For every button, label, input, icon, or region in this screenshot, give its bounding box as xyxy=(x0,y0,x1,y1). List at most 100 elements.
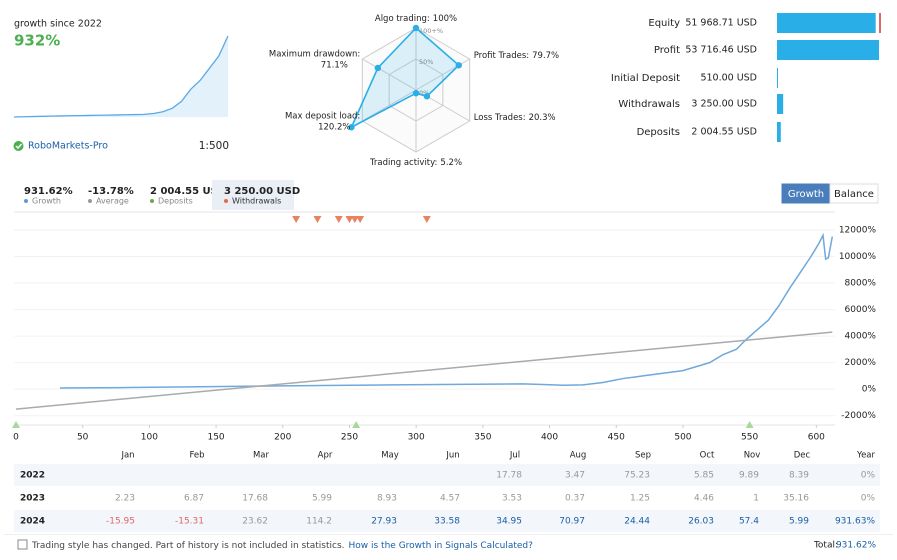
radar-label: Algo trading: 100% xyxy=(375,14,457,24)
deposit-marker xyxy=(352,421,361,428)
verified-check xyxy=(15,143,23,150)
tab-dot xyxy=(88,199,92,203)
radar-ring-label: 50% xyxy=(419,58,433,66)
table-year: 2024 xyxy=(20,517,45,527)
table-cell: 5.85 xyxy=(694,471,714,481)
tab-name[interactable]: Growth xyxy=(32,197,61,206)
radar-label-value: 71.1% xyxy=(321,61,348,71)
table-header: Year xyxy=(856,451,876,461)
table-cell: 6.87 xyxy=(184,494,204,504)
leverage: 1:500 xyxy=(199,140,229,152)
y-tick-label: -2000% xyxy=(841,411,876,421)
tab-value[interactable]: -13.78% xyxy=(88,186,134,197)
table-cell: 1 xyxy=(753,494,759,504)
withdrawal-marker xyxy=(350,216,359,223)
stat-name: Equity xyxy=(648,18,680,29)
growth-label: growth since 2022 xyxy=(14,19,102,30)
radar-point xyxy=(412,90,420,97)
stat-name: Initial Deposit xyxy=(611,73,680,84)
radar-label: Trading activity: 5.2% xyxy=(369,158,462,168)
stat-name: Withdrawals xyxy=(618,99,680,110)
tab-value[interactable]: 931.62% xyxy=(24,186,73,197)
stat-bar xyxy=(777,94,784,114)
sparkline xyxy=(13,35,229,118)
y-tick-label: 10000% xyxy=(839,252,877,262)
radar-label-name: Algo trading: xyxy=(375,14,430,24)
table-header: Nov xyxy=(744,451,761,461)
radar-point xyxy=(374,64,382,72)
radar-label-value: 120.2% xyxy=(318,123,350,133)
table-cell: 33.58 xyxy=(434,517,460,527)
note-icon xyxy=(17,539,28,550)
tab-dot xyxy=(224,199,228,203)
series-line xyxy=(60,232,834,389)
radar-label: Maximum drawdown: xyxy=(269,50,360,60)
table-cell: 4.57 xyxy=(440,494,460,504)
table-header: Mar xyxy=(253,451,270,461)
x-tick-label: 400 xyxy=(541,433,558,443)
stat-value: 510.00 USD xyxy=(700,73,757,84)
table-cell: 34.95 xyxy=(496,517,522,527)
tab-name[interactable]: Average xyxy=(96,197,129,206)
verified-icon xyxy=(13,141,24,151)
x-tick-label: 200 xyxy=(274,433,291,443)
y-tick-label: 6000% xyxy=(845,305,877,315)
x-tick-label: 450 xyxy=(608,433,625,443)
series-line xyxy=(15,331,833,410)
radar-point xyxy=(423,93,431,100)
tab-name[interactable]: Withdrawals xyxy=(232,197,281,206)
radar-point xyxy=(348,124,355,131)
y-tick-label: 2000% xyxy=(845,358,877,368)
x-tick-label: 150 xyxy=(207,433,224,443)
table-cell: 17.78 xyxy=(496,471,522,481)
table-cell: 8.39 xyxy=(789,471,809,481)
table-header: Sep xyxy=(635,451,651,461)
table-cell: 8.93 xyxy=(377,494,397,504)
tab-selected xyxy=(212,180,294,210)
y-tick-label: 12000% xyxy=(839,225,877,235)
toggle-label[interactable]: Growth xyxy=(788,189,824,200)
radar-label-value: 5.2% xyxy=(440,158,462,168)
x-tick-label: 550 xyxy=(741,433,758,443)
table-cell: -15.95 xyxy=(106,517,135,527)
withdrawal-marker xyxy=(313,216,322,223)
radar-point xyxy=(412,24,420,32)
y-tick-label: 4000% xyxy=(845,332,877,342)
stat-name: Profit xyxy=(654,45,680,56)
table-year: 2023 xyxy=(20,494,45,504)
stat-bar xyxy=(777,68,778,88)
tab-value[interactable]: 2 004.55 USD xyxy=(150,186,226,197)
tab-value[interactable]: 3 250.00 USD xyxy=(224,186,300,197)
radar-spoke xyxy=(362,89,417,122)
radar-label-name: Profit Trades: xyxy=(474,51,529,61)
toggle-button[interactable] xyxy=(829,183,879,204)
table-cell: 1.25 xyxy=(630,494,650,504)
radar-spoke xyxy=(362,58,417,91)
tab-name[interactable]: Deposits xyxy=(158,197,193,206)
table-header: Jul xyxy=(509,451,520,461)
table-row-bg xyxy=(14,510,880,532)
table-cell: 23.62 xyxy=(242,517,268,527)
radar-label: Profit Trades: 79.7% xyxy=(474,51,559,61)
table-cell: 114.2 xyxy=(306,517,332,527)
table-cell: 5.99 xyxy=(312,494,332,504)
stat-bar xyxy=(777,122,781,142)
radar-label: Loss Trades: 20.3% xyxy=(474,113,556,123)
x-tick-label: 500 xyxy=(674,433,691,443)
help-link[interactable]: How is the Growth in Signals Calculated? xyxy=(349,541,534,551)
stat-value: 2 004.55 USD xyxy=(691,127,757,138)
table-header: Dec xyxy=(794,451,811,461)
toggle-label[interactable]: Balance xyxy=(834,189,874,200)
table-cell: 75.23 xyxy=(624,471,650,481)
table-row-bg xyxy=(14,464,880,486)
stat-value: 51 968.71 USD xyxy=(685,18,757,29)
x-tick-label: 0 xyxy=(13,433,19,443)
x-tick-label: 600 xyxy=(808,433,825,443)
table-year: 2022 xyxy=(20,471,45,481)
y-tick-label: 0% xyxy=(862,385,877,395)
broker[interactable]: RoboMarkets-Pro xyxy=(28,141,108,152)
x-tick-label: 50 xyxy=(77,433,89,443)
stat-bar xyxy=(777,13,876,33)
x-tick-label: 250 xyxy=(341,433,358,443)
